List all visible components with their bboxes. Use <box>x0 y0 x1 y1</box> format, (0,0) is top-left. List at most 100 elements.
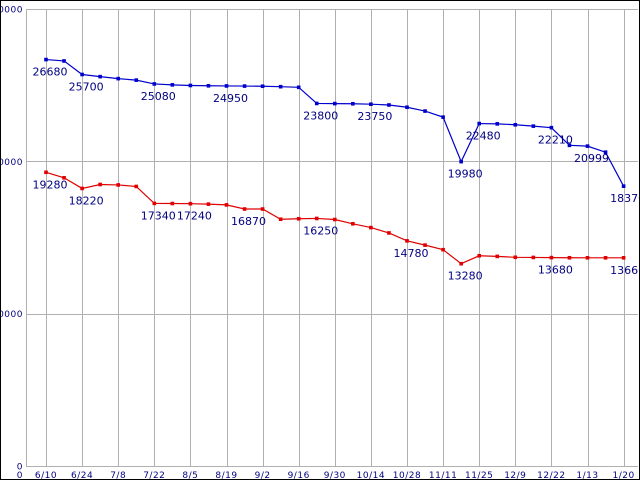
data-point-marker <box>369 225 373 230</box>
data-point-marker <box>603 150 608 154</box>
x-tick-label: 8/5 <box>182 471 198 480</box>
data-point-marker <box>423 109 427 113</box>
data-point-marker <box>513 122 518 127</box>
data-point-label: 24950 <box>213 92 248 105</box>
data-point-marker <box>170 201 175 206</box>
data-series-group <box>44 57 626 266</box>
data-point-marker <box>278 217 283 222</box>
x-tick-label: 12/9 <box>504 471 526 480</box>
data-point-marker <box>314 101 319 106</box>
x-tick-label: 7/8 <box>110 471 126 480</box>
data-point-label: 13280 <box>448 270 483 283</box>
data-point-marker <box>152 82 157 86</box>
x-tick-label: 7/22 <box>143 471 165 480</box>
data-point-marker <box>351 101 355 106</box>
series-line-upper-series <box>45 58 625 187</box>
y-tick-label: 20000 <box>1 158 23 168</box>
data-point-marker <box>170 83 175 87</box>
data-point-marker <box>585 144 590 148</box>
data-point-label: 17340 <box>141 209 176 222</box>
data-point-marker <box>333 217 337 222</box>
data-point-marker <box>116 183 120 187</box>
x-tick-label: 6/24 <box>71 471 93 480</box>
x-axis-tick-labels: 6/10 6/24 7/8 7/22 8/5 8/19 9/2 9/16 9/30 10/14 10… <box>17 471 634 480</box>
data-point-marker <box>188 201 193 206</box>
x-tick-label: 11/25 <box>465 471 493 480</box>
data-point-label: 13680 <box>538 264 573 277</box>
data-point-marker <box>152 201 157 206</box>
data-point-marker <box>296 85 301 90</box>
data-point-marker <box>242 84 247 88</box>
data-point-marker <box>513 255 518 260</box>
data-point-marker <box>567 255 572 260</box>
data-point-label: 22210 <box>538 134 573 147</box>
data-point-marker <box>134 78 139 82</box>
data-point-marker <box>459 159 463 164</box>
y-axis-tick-labels: 0 10000 20000 30000 <box>1 6 23 473</box>
data-point-marker <box>441 115 445 119</box>
x-tick-label: 9/2 <box>255 471 271 480</box>
data-point-label: 19280 <box>33 178 68 191</box>
data-point-marker <box>188 83 193 88</box>
data-point-marker <box>423 243 427 247</box>
data-point-marker <box>405 239 409 243</box>
data-point-marker <box>80 72 84 77</box>
data-point-marker <box>567 143 572 148</box>
data-point-label: 25080 <box>141 90 176 103</box>
data-point-marker <box>405 105 409 110</box>
data-point-marker <box>206 83 211 88</box>
data-point-marker <box>206 202 211 206</box>
data-point-marker <box>116 76 120 81</box>
data-point-label: 25700 <box>69 81 104 94</box>
data-point-label: 23800 <box>303 109 338 122</box>
data-point-marker <box>369 102 373 107</box>
data-point-marker <box>260 207 265 211</box>
data-point-marker <box>242 207 247 211</box>
data-point-label: 14780 <box>394 247 429 260</box>
data-point-marker <box>351 221 355 226</box>
data-point-label: 22480 <box>466 130 501 143</box>
data-point-marker <box>80 186 84 191</box>
data-point-marker <box>441 247 445 252</box>
x-tick-label: 11/11 <box>429 471 457 480</box>
data-point-marker <box>495 254 500 259</box>
y-tick-label: 30000 <box>1 6 23 16</box>
x-tick-label: 1/13 <box>576 471 598 480</box>
data-point-label: 16250 <box>303 224 338 237</box>
data-point-label: 16870 <box>231 215 266 228</box>
x-tick-label: 1/20 <box>612 471 634 480</box>
data-point-marker <box>314 216 319 221</box>
data-point-marker <box>62 59 66 63</box>
y-tick-label: 10000 <box>1 310 23 320</box>
x-tick-label: 8/19 <box>215 471 237 480</box>
data-point-marker <box>224 84 229 88</box>
x-tick-label: 9/16 <box>288 471 310 480</box>
data-point-marker <box>477 121 481 126</box>
data-point-marker <box>387 103 391 107</box>
data-point-marker <box>387 231 391 235</box>
x-tick-label: 10/28 <box>393 471 421 480</box>
data-point-marker <box>44 57 48 62</box>
y-tick-label: 0 <box>17 463 23 473</box>
data-point-marker <box>296 216 301 221</box>
data-point-marker <box>621 256 626 260</box>
data-point-marker <box>224 203 229 207</box>
data-point-label: 18220 <box>69 194 104 207</box>
data-point-label: 18370 <box>610 192 640 205</box>
x-tick-label: 9/30 <box>324 471 346 480</box>
data-point-marker <box>98 182 102 187</box>
data-point-marker <box>278 84 283 89</box>
data-point-marker <box>477 253 481 258</box>
data-point-marker <box>62 175 66 180</box>
data-point-label: 20999 <box>574 152 609 165</box>
data-point-marker <box>98 74 102 79</box>
data-point-marker <box>585 255 590 260</box>
data-point-marker <box>531 255 536 260</box>
data-point-marker <box>603 256 608 260</box>
data-point-marker <box>260 84 265 89</box>
x-tick-label: 10/14 <box>357 471 385 480</box>
data-point-label: 23750 <box>357 110 392 123</box>
